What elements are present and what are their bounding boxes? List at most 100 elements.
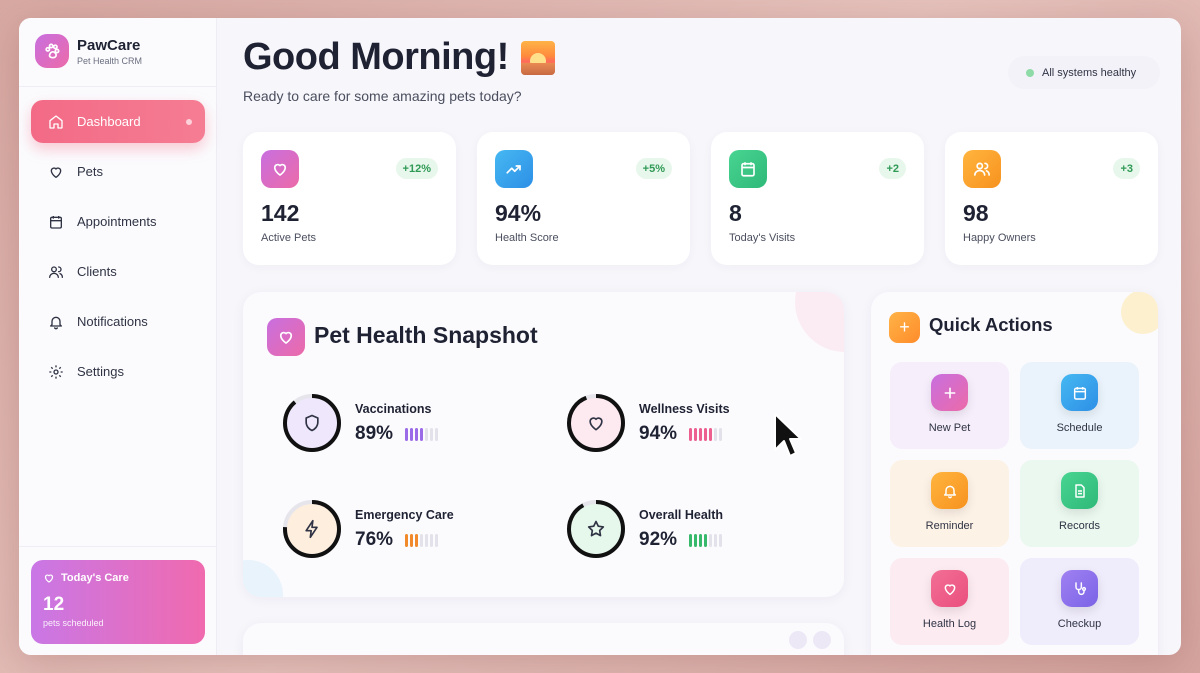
paw-logo-icon xyxy=(35,34,69,68)
status-text: All systems healthy xyxy=(1042,66,1137,79)
quick-actions-title: Quick Actions xyxy=(929,314,1053,335)
sidebar-item-notifications[interactable]: Notifications xyxy=(31,300,205,343)
mini-bar xyxy=(425,428,428,441)
action-label: Health Log xyxy=(922,618,977,630)
action-health-log[interactable]: Health Log xyxy=(890,558,1009,645)
action-label: Records xyxy=(1059,520,1100,532)
action-schedule[interactable]: Schedule xyxy=(1020,362,1139,449)
ring-progress xyxy=(283,394,341,452)
home-icon xyxy=(47,113,65,131)
sidebar-item-label: Appointments xyxy=(77,214,157,229)
metric-vaccinations[interactable]: Vaccinations 89% xyxy=(281,392,531,458)
stat-card-todays-visits[interactable]: +2 8 Today's Visits xyxy=(711,132,924,265)
action-reminder[interactable]: Reminder xyxy=(890,460,1009,547)
trending-up-icon xyxy=(495,150,533,188)
sidebar-item-label: Settings xyxy=(77,364,124,379)
mini-bar xyxy=(405,534,408,547)
heart-icon xyxy=(267,318,305,356)
metric-value: 76% xyxy=(355,529,394,550)
stats-row: +12% 142 Active Pets +5% 94% Health Scor… xyxy=(243,132,1158,265)
todays-care-card[interactable]: Today's Care 12 pets scheduled xyxy=(31,560,205,644)
stat-card-happy-owners[interactable]: +3 98 Happy Owners xyxy=(945,132,1158,265)
sidebar-item-label: Clients xyxy=(77,264,117,279)
plus-icon: + xyxy=(889,312,920,343)
mini-bar xyxy=(410,534,413,547)
mini-bars xyxy=(689,428,722,441)
users-icon xyxy=(47,263,65,281)
plus-icon xyxy=(931,374,968,411)
decorative-circle xyxy=(243,560,283,597)
metric-name: Emergency Care xyxy=(355,508,454,522)
mini-bar xyxy=(709,428,712,441)
mini-bar xyxy=(699,534,702,547)
mini-bar xyxy=(704,534,707,547)
action-new-pet[interactable]: New Pet xyxy=(890,362,1009,449)
stat-card-health-score[interactable]: +5% 94% Health Score xyxy=(477,132,690,265)
mini-bars xyxy=(405,534,438,547)
mini-bar xyxy=(430,534,433,547)
sidebar-item-label: Notifications xyxy=(77,314,148,329)
mini-bar xyxy=(420,534,423,547)
decorative-dot xyxy=(789,631,807,649)
action-label: Schedule xyxy=(1056,422,1103,434)
stat-label: Health Score xyxy=(495,232,559,244)
stat-card-active-pets[interactable]: +12% 142 Active Pets xyxy=(243,132,456,265)
sidebar-nav: Dashboard Pets Appointments Clients xyxy=(31,100,205,400)
sidebar-item-label: Pets xyxy=(77,164,104,179)
metric-value: 92% xyxy=(639,529,678,550)
heart-icon xyxy=(261,150,299,188)
stat-label: Active Pets xyxy=(261,232,317,244)
divider xyxy=(19,546,217,547)
sidebar: PawCare Pet Health CRM Dashboard Pets xyxy=(19,18,217,655)
page-title: Good Morning! xyxy=(243,36,555,79)
metric-wellness-visits[interactable]: Wellness Visits 94% xyxy=(565,392,815,458)
users-icon xyxy=(963,150,1001,188)
metric-emergency-care[interactable]: Emergency Care 76% xyxy=(281,498,531,564)
stat-value: 94% xyxy=(495,200,542,226)
sidebar-item-appointments[interactable]: Appointments xyxy=(31,200,205,243)
action-records[interactable]: Records xyxy=(1020,460,1139,547)
mini-bar xyxy=(415,534,418,547)
sidebar-item-dashboard[interactable]: Dashboard xyxy=(31,100,205,143)
action-label: Checkup xyxy=(1057,618,1102,630)
mini-bars xyxy=(405,428,438,441)
ring-progress xyxy=(283,500,341,558)
system-status-badge[interactable]: All systems healthy xyxy=(1008,56,1160,89)
stat-label: Happy Owners xyxy=(963,232,1036,244)
gear-icon xyxy=(47,363,65,381)
metric-overall-health[interactable]: Overall Health 92% xyxy=(565,498,815,564)
star-icon xyxy=(586,519,606,544)
brand[interactable]: PawCare Pet Health CRM xyxy=(35,34,142,68)
action-checkup[interactable]: Checkup xyxy=(1020,558,1139,645)
progress-ring xyxy=(283,500,341,558)
metric-value: 94% xyxy=(639,423,678,444)
heart-icon xyxy=(586,413,606,438)
brand-subtitle: Pet Health CRM xyxy=(77,55,143,66)
sidebar-item-clients[interactable]: Clients xyxy=(31,250,205,293)
progress-ring xyxy=(567,500,625,558)
sidebar-item-pets[interactable]: Pets xyxy=(31,150,205,193)
mini-bar xyxy=(420,428,423,441)
snapshot-title: Pet Health Snapshot xyxy=(314,322,538,348)
sidebar-item-settings[interactable]: Settings xyxy=(31,350,205,393)
stat-value: 98 xyxy=(963,200,989,226)
mini-bar xyxy=(415,428,418,441)
action-label: New Pet xyxy=(928,422,971,434)
stat-label: Today's Visits xyxy=(729,232,796,244)
sidebar-item-label: Dashboard xyxy=(77,114,141,129)
calendar-icon xyxy=(1061,374,1098,411)
care-title: Today's Care xyxy=(61,572,129,584)
mini-bar xyxy=(405,428,408,441)
mini-bar xyxy=(689,534,692,547)
ring-progress xyxy=(567,500,625,558)
decorative-dot xyxy=(813,631,831,649)
mini-bar xyxy=(430,428,433,441)
heart-icon xyxy=(43,572,55,584)
calendar-icon xyxy=(47,213,65,231)
mini-bar xyxy=(435,428,438,441)
bell-icon xyxy=(47,313,65,331)
status-dot-icon xyxy=(1026,68,1034,77)
mini-bar xyxy=(704,428,707,441)
decorative-circle xyxy=(795,292,844,352)
progress-ring xyxy=(567,394,625,452)
